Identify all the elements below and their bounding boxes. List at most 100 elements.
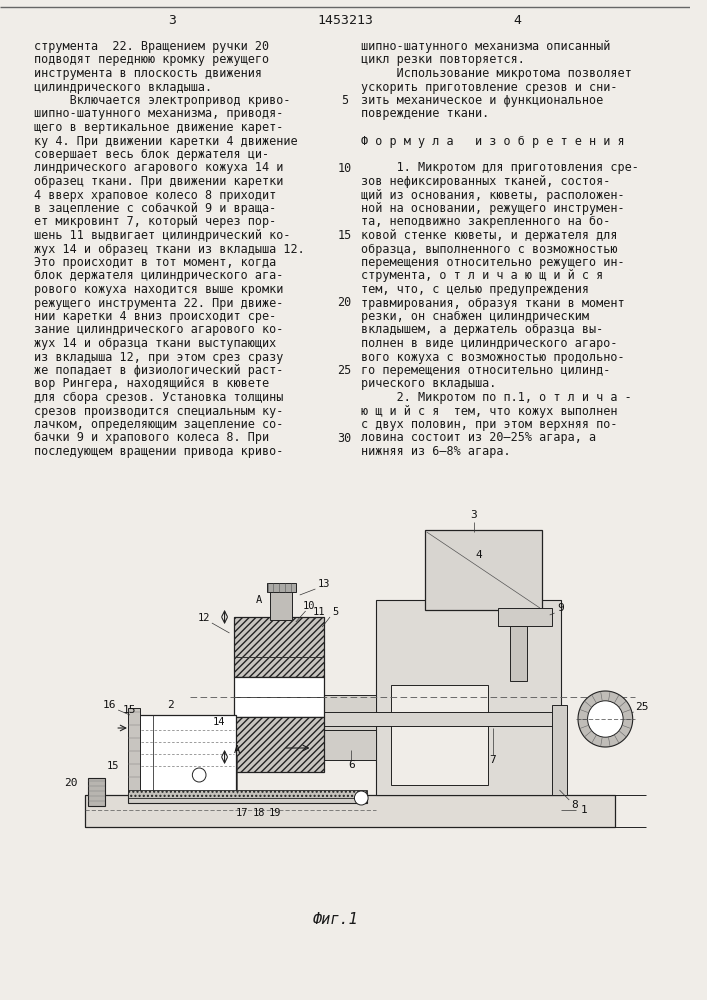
Text: 16: 16 <box>103 700 116 710</box>
Text: 15: 15 <box>122 705 136 715</box>
Text: ет микровинт 7, который через пор-: ет микровинт 7, который через пор- <box>34 216 276 229</box>
Text: 7: 7 <box>490 755 496 765</box>
Text: 10: 10 <box>303 601 315 611</box>
Circle shape <box>354 791 368 805</box>
Text: шипно-шатунного механизма, приводя-: шипно-шатунного механизма, приводя- <box>34 107 284 120</box>
Text: 1: 1 <box>581 805 588 815</box>
Text: перемещения относительно режущего ин-: перемещения относительно режущего ин- <box>361 256 625 269</box>
Text: зить механическое и функциональное: зить механическое и функциональное <box>361 94 604 107</box>
Text: го перемещения относительно цилинд-: го перемещения относительно цилинд- <box>361 364 611 377</box>
Text: 12: 12 <box>197 613 210 623</box>
Text: 15: 15 <box>337 229 352 242</box>
Bar <box>322 695 376 730</box>
Bar <box>85 795 615 827</box>
Text: режущего инструмента 22. При движе-: режущего инструмента 22. При движе- <box>34 296 284 310</box>
Text: 4: 4 <box>475 550 481 560</box>
Polygon shape <box>578 691 633 747</box>
Text: блок держателя цилиндрического ага-: блок держателя цилиндрического ага- <box>34 269 284 282</box>
Bar <box>234 617 324 677</box>
Text: нижняя из 6–8% агара.: нижняя из 6–8% агара. <box>361 445 511 458</box>
Text: 25: 25 <box>337 364 352 377</box>
Text: 15: 15 <box>107 761 119 771</box>
Text: повреждение ткани.: повреждение ткани. <box>361 107 489 120</box>
Text: шень 11 выдвигает цилиндрический ко-: шень 11 выдвигает цилиндрический ко- <box>34 229 291 242</box>
Text: Ф о р м у л а   и з о б р е т е н и я: Ф о р м у л а и з о б р е т е н и я <box>361 134 625 147</box>
Text: A: A <box>234 745 240 755</box>
Text: 17: 17 <box>236 808 248 818</box>
Text: ку 4. При движении каретки 4 движение: ку 4. При движении каретки 4 движение <box>34 134 298 147</box>
Bar <box>234 717 324 772</box>
Text: вого кожуха с возможностью продольно-: вого кожуха с возможностью продольно- <box>361 351 625 363</box>
Text: инструмента в плоскость движения: инструмента в плоскость движения <box>34 67 262 80</box>
Circle shape <box>588 701 623 737</box>
Text: 25: 25 <box>636 702 649 712</box>
Text: 18: 18 <box>252 808 265 818</box>
Text: 1. Микротом для приготовления сре-: 1. Микротом для приготовления сре- <box>361 161 639 174</box>
Text: травмирования, образуя ткани в момент: травмирования, образуя ткани в момент <box>361 296 625 310</box>
Text: Это происходит в тот момент, когда: Это происходит в тот момент, когда <box>34 256 276 269</box>
Text: последующем вращении привода криво-: последующем вращении привода криво- <box>34 445 284 458</box>
Text: 10: 10 <box>337 161 352 174</box>
Text: полнен в виде цилиндрического агаро-: полнен в виде цилиндрического агаро- <box>361 337 618 350</box>
Text: 2: 2 <box>168 700 174 710</box>
Text: та, неподвижно закрепленного на бо-: та, неподвижно закрепленного на бо- <box>361 216 611 229</box>
Text: ловина состоит из 20–25% агара, а: ловина состоит из 20–25% агара, а <box>361 432 597 444</box>
Bar <box>510 626 527 681</box>
Text: 6: 6 <box>348 760 355 770</box>
Bar <box>128 790 367 798</box>
Text: щий из основания, кюветы, расположен-: щий из основания, кюветы, расположен- <box>361 188 625 202</box>
Bar <box>234 677 324 717</box>
Text: Фиг.1: Фиг.1 <box>312 912 358 928</box>
Bar <box>128 793 367 803</box>
Text: жух 14 и образца ткани выступающих: жух 14 и образца ткани выступающих <box>34 337 276 350</box>
Text: 5: 5 <box>332 607 338 617</box>
Text: A: A <box>256 595 262 605</box>
Text: 11: 11 <box>312 607 325 617</box>
Text: 2. Микротом по п.1, о т л и ч а -: 2. Микротом по п.1, о т л и ч а - <box>361 391 632 404</box>
Text: 20: 20 <box>64 778 78 788</box>
Text: ной на основании, режущего инструмен-: ной на основании, режущего инструмен- <box>361 202 625 215</box>
Text: бачки 9 и храпового колеса 8. При: бачки 9 и храпового колеса 8. При <box>34 432 269 444</box>
Text: 1453213: 1453213 <box>317 13 373 26</box>
Text: 20: 20 <box>337 296 352 310</box>
Text: ю щ и й с я  тем, что кожух выполнен: ю щ и й с я тем, что кожух выполнен <box>361 404 618 418</box>
Text: подводят переднюю кромку режущего: подводят переднюю кромку режущего <box>34 53 269 66</box>
Text: 4 вверх храповое колесо 8 приходит: 4 вверх храповое колесо 8 приходит <box>34 188 276 202</box>
Text: срезов производится специальным ку-: срезов производится специальным ку- <box>34 404 284 418</box>
Text: в зацепление с собачкой 9 и враща-: в зацепление с собачкой 9 и враща- <box>34 202 276 215</box>
Text: вкладышем, а держатель образца вы-: вкладышем, а держатель образца вы- <box>361 324 604 336</box>
Text: струмента  22. Вращением ручки 20: струмента 22. Вращением ручки 20 <box>34 40 269 53</box>
Text: щего в вертикальное движение карет-: щего в вертикальное движение карет- <box>34 121 284 134</box>
Text: 5: 5 <box>341 94 349 107</box>
Text: шипно-шатунного механизма описанный: шипно-шатунного механизма описанный <box>361 40 611 53</box>
Text: жух 14 и образец ткани из вкладыша 12.: жух 14 и образец ткани из вкладыша 12. <box>34 242 305 255</box>
Bar <box>139 715 236 793</box>
Text: цикл резки повторяется.: цикл резки повторяется. <box>361 53 525 66</box>
Text: ковой стенке кюветы, и держателя для: ковой стенке кюветы, и держателя для <box>361 229 618 242</box>
Text: зание цилиндрического агарового ко-: зание цилиндрического агарового ко- <box>34 324 284 336</box>
Text: образца, выполненного с возможностью: образца, выполненного с возможностью <box>361 242 618 255</box>
Text: струмента, о т л и ч а ю щ и й с я: струмента, о т л и ч а ю щ и й с я <box>361 269 604 282</box>
Bar <box>88 778 105 806</box>
Text: для сбора срезов. Установка толщины: для сбора срезов. Установка толщины <box>34 391 284 404</box>
Bar <box>128 708 139 793</box>
Text: 3: 3 <box>470 510 477 520</box>
Text: резки, он снабжен цилиндрическим: резки, он снабжен цилиндрическим <box>361 310 589 323</box>
Text: цилиндрического вкладыша.: цилиндрического вкладыша. <box>34 81 212 94</box>
Text: тем, что, с целью предупреждения: тем, что, с целью предупреждения <box>361 283 589 296</box>
Text: 4: 4 <box>514 13 522 26</box>
Text: 19: 19 <box>269 808 281 818</box>
Text: нии каретки 4 вниз происходит сре-: нии каретки 4 вниз происходит сре- <box>34 310 276 323</box>
Bar <box>551 705 567 795</box>
Text: образец ткани. При движении каретки: образец ткани. При движении каретки <box>34 175 284 188</box>
Circle shape <box>192 768 206 782</box>
Bar <box>322 730 376 760</box>
Bar <box>322 712 566 726</box>
Text: лачком, определяющим зацепление со-: лачком, определяющим зацепление со- <box>34 418 284 431</box>
Text: линдрического агарового кожуха 14 и: линдрического агарового кожуха 14 и <box>34 161 284 174</box>
Text: 13: 13 <box>317 579 330 589</box>
Text: 9: 9 <box>558 603 564 613</box>
Text: ускорить приготовление срезов и сни-: ускорить приготовление срезов и сни- <box>361 81 618 94</box>
Text: 30: 30 <box>337 432 352 444</box>
Text: вор Рингера, находящийся в кювете: вор Рингера, находящийся в кювете <box>34 377 269 390</box>
